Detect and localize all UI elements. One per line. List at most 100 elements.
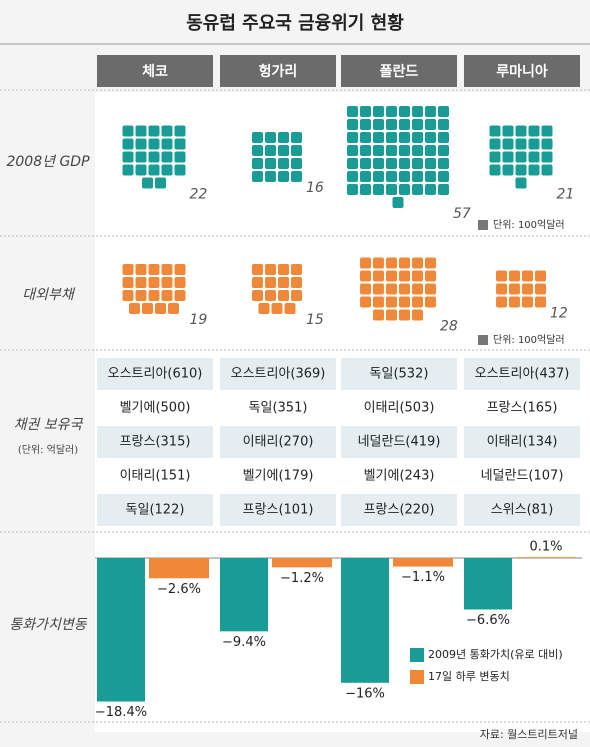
column-header (341, 55, 457, 87)
square (399, 184, 410, 195)
value-label: −18.4% (95, 705, 147, 720)
square (502, 164, 514, 176)
square (252, 277, 263, 288)
square (252, 132, 263, 143)
creditor: 네덜란드(107) (481, 469, 564, 484)
cell-bg (97, 494, 213, 526)
column-header-label: 폴란드 (380, 63, 419, 80)
square (174, 164, 186, 176)
square (278, 171, 289, 182)
square (360, 106, 371, 117)
square (122, 164, 134, 176)
square (278, 132, 289, 143)
square (386, 309, 397, 321)
square (386, 106, 397, 117)
square (161, 277, 173, 288)
square (135, 290, 147, 301)
cell-bg (97, 358, 213, 390)
square (122, 264, 134, 275)
value-label: 57 (453, 206, 471, 222)
value-label: 21 (557, 187, 575, 203)
cell-bg (220, 494, 336, 526)
column-header-label: 루마니아 (496, 63, 548, 80)
square (399, 132, 410, 143)
square-group (252, 132, 302, 182)
square (386, 145, 397, 156)
square-group (489, 125, 553, 189)
value-label: 0.1% (529, 540, 562, 555)
square (438, 106, 449, 117)
cell-bg (341, 426, 457, 458)
square (148, 277, 160, 288)
square (386, 132, 397, 143)
square (489, 164, 501, 176)
square (278, 145, 289, 156)
creditor: 네덜란드(419) (358, 435, 441, 450)
unit-label: 단위: 100억달러 (493, 218, 565, 231)
square (373, 296, 384, 308)
square (265, 158, 276, 169)
creditor: 프랑스(165) (487, 401, 558, 416)
row-label: 2008년 GDP (6, 154, 90, 170)
square (386, 158, 397, 169)
square (373, 132, 384, 143)
square (252, 158, 263, 169)
value-label: −1.2% (280, 571, 324, 586)
square (399, 270, 410, 282)
square (122, 125, 134, 137)
cell-bg (220, 426, 336, 458)
square (135, 264, 147, 275)
square (438, 132, 449, 143)
creditor: 독일(351) (249, 401, 308, 416)
square (347, 132, 358, 143)
creditor: 프랑스(101) (243, 503, 314, 518)
square (412, 283, 423, 295)
square (496, 296, 507, 308)
square (278, 264, 289, 275)
square (373, 106, 384, 117)
creditor: 벨기에(179) (243, 469, 314, 484)
source: 자료: 월스트리트저널 (480, 728, 578, 741)
square (373, 309, 384, 321)
creditor: 오스트리아(437) (475, 367, 570, 382)
square (122, 290, 134, 301)
square (528, 164, 540, 176)
creditor: 스위스(81) (491, 503, 554, 518)
square (438, 171, 449, 182)
square (135, 151, 147, 163)
square (399, 309, 410, 321)
bar (272, 558, 332, 568)
square (522, 296, 533, 308)
title: 동유럽 주요국 금융위기 현황 (186, 13, 404, 34)
creditor: 프랑스(220) (364, 503, 435, 518)
square (360, 257, 371, 269)
square (278, 277, 289, 288)
square (142, 303, 153, 314)
square (155, 177, 166, 189)
square (122, 151, 134, 163)
row-unit: (단위: 억달러) (18, 443, 78, 456)
square (412, 296, 423, 308)
row-label: 대외부채 (22, 287, 76, 303)
square (515, 125, 527, 137)
square (438, 158, 449, 169)
value-label: 28 (440, 319, 458, 335)
creditor: 오스트리아(369) (231, 367, 326, 382)
square (509, 296, 520, 308)
creditor: 독일(122) (126, 503, 185, 518)
square (148, 264, 160, 275)
square (265, 171, 276, 182)
creditor: 벨기에(243) (364, 469, 435, 484)
square (425, 106, 436, 117)
square (360, 158, 371, 169)
square (174, 290, 186, 301)
square (412, 145, 423, 156)
legend-label: 17일 하루 변동치 (428, 669, 510, 683)
square (496, 270, 507, 282)
square (360, 270, 371, 282)
square (399, 145, 410, 156)
square (265, 264, 276, 275)
square (515, 138, 527, 150)
square (502, 151, 514, 163)
square (360, 132, 371, 143)
